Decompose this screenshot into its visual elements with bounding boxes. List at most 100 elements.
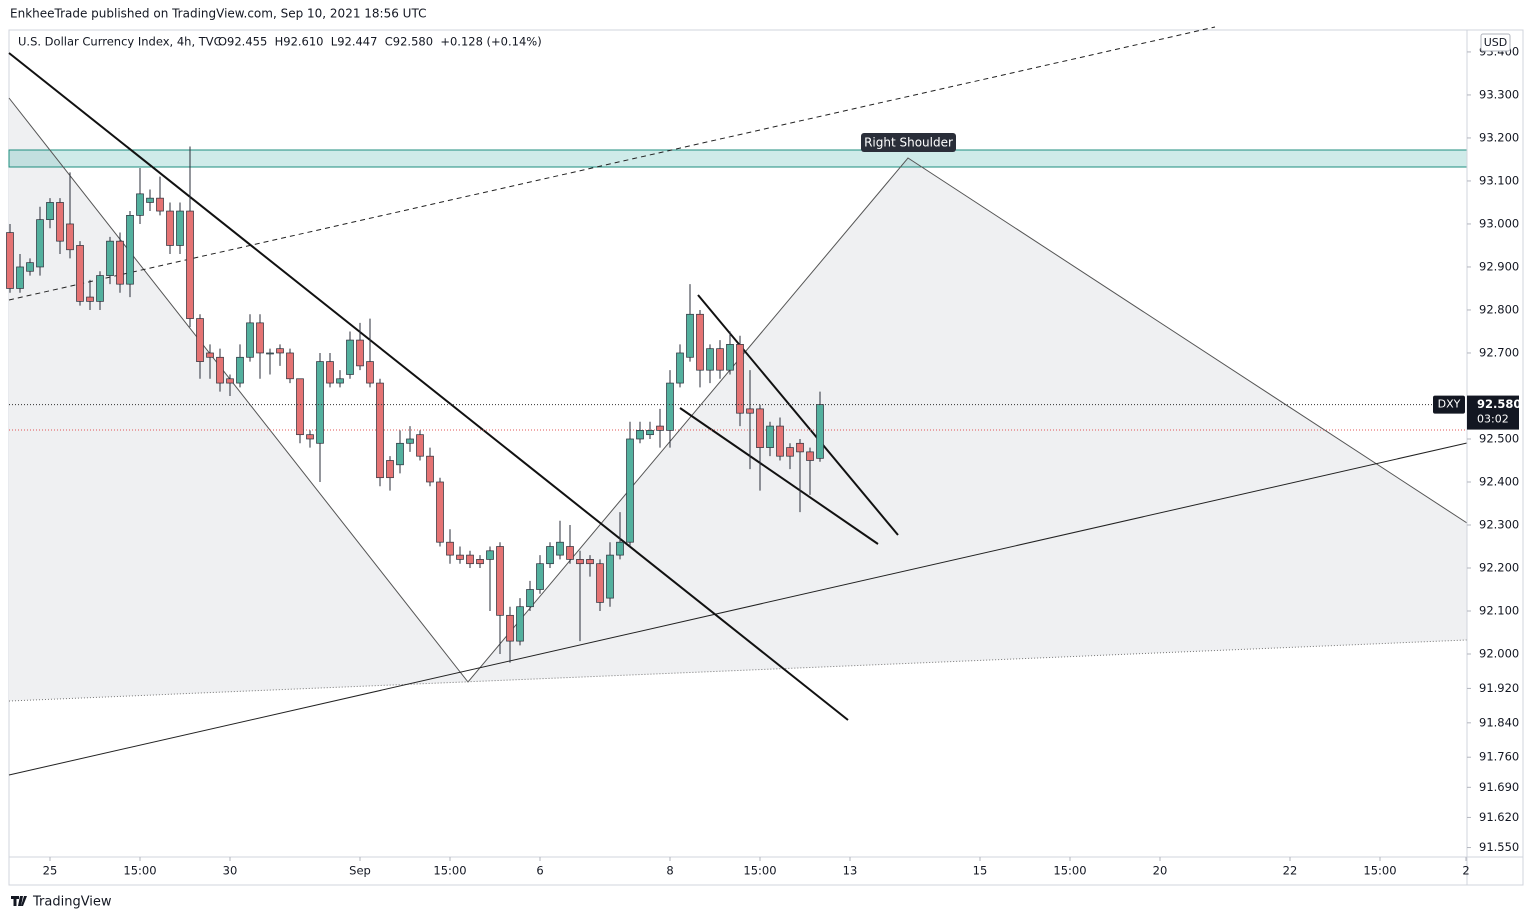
- x-tick-label: 6: [536, 864, 543, 878]
- candle-body: [456, 554, 464, 560]
- annotation-box: [861, 133, 956, 152]
- candle-body: [576, 559, 584, 565]
- candle-body: [726, 344, 734, 371]
- y-tick-label: 92.700: [1479, 345, 1519, 359]
- candle-body: [676, 352, 684, 384]
- y-tick-label: 93.000: [1479, 216, 1519, 230]
- candle-body: [666, 382, 674, 431]
- wedge-line: [697, 294, 899, 536]
- candle-body: [536, 563, 544, 590]
- candle-body: [476, 559, 484, 565]
- candle-body: [356, 339, 364, 367]
- x-tick-label: 15:00: [123, 864, 156, 878]
- candle-body: [216, 356, 224, 384]
- candle-body: [696, 313, 704, 371]
- candle-body: [66, 223, 74, 251]
- candle-body: [796, 442, 804, 453]
- resistance-zone: [8, 149, 1468, 168]
- candle-body: [156, 197, 164, 212]
- candle-body: [336, 378, 344, 384]
- candle-body: [766, 425, 774, 448]
- candle-body: [496, 546, 504, 616]
- y-tick-label: 91.620: [1479, 810, 1519, 824]
- x-tick-label: 2: [1462, 864, 1469, 878]
- candle-body: [266, 352, 274, 355]
- candle-body: [106, 240, 114, 276]
- candle-body: [686, 313, 694, 358]
- candle-body: [246, 322, 254, 358]
- plot: [6, 146, 1467, 663]
- candle-body: [596, 563, 604, 603]
- candle-body: [586, 559, 594, 565]
- candle-body: [326, 361, 334, 384]
- y-tick-label: 92.400: [1479, 474, 1519, 488]
- y-tick-label: 93.100: [1479, 173, 1519, 187]
- dashed-trendline: [8, 26, 1216, 301]
- x-tick-label: 15: [973, 864, 988, 878]
- candle-body: [306, 434, 314, 440]
- candle-body: [186, 210, 194, 319]
- shaded-area: [9, 98, 468, 701]
- candle-body: [386, 460, 394, 479]
- axes: 93.40093.30093.20093.10093.00092.90092.8…: [43, 44, 1522, 877]
- y-tick-label: 91.690: [1479, 780, 1519, 794]
- candle-body: [716, 348, 724, 371]
- candle-body: [516, 606, 524, 642]
- y-tick-label: 91.550: [1479, 840, 1519, 854]
- price-tag-label: 92.580: [1477, 397, 1521, 411]
- y-tick-label: 91.760: [1479, 750, 1519, 764]
- candle-body: [416, 434, 424, 457]
- candle-body: [806, 451, 814, 461]
- candle-body: [6, 232, 14, 289]
- candle-body: [396, 442, 404, 466]
- candle-body: [56, 202, 64, 242]
- y-tick-label: 92.500: [1479, 431, 1519, 445]
- candle-body: [376, 382, 384, 479]
- ohlc-legend: O92.455 H92.610 L92.447 C92.580 +0.128 (…: [218, 35, 542, 49]
- logo: TradingView: [11, 895, 112, 910]
- y-tick-label: 91.920: [1479, 681, 1519, 695]
- candle-body: [256, 322, 264, 354]
- candle-body: [346, 339, 354, 375]
- candle-body: [776, 425, 784, 457]
- price-tag: [1467, 395, 1519, 430]
- x-tick-label: 20: [1153, 864, 1168, 878]
- countdown: 03:02: [1477, 413, 1509, 426]
- y-tick-label: 92.200: [1479, 561, 1519, 575]
- candle-body: [276, 348, 284, 354]
- candle-body: [526, 589, 534, 608]
- currency: USD: [1484, 36, 1508, 49]
- candle-body: [366, 361, 374, 384]
- candle-body: [646, 430, 654, 436]
- symbol-tag: [1433, 395, 1465, 414]
- y-tick-label: 93.200: [1479, 130, 1519, 144]
- shaded-area: [468, 158, 1467, 682]
- x-tick-label: 15:00: [1363, 864, 1396, 878]
- candle-body: [616, 541, 624, 556]
- candle-body: [86, 296, 94, 302]
- x-tick-label: 22: [1283, 864, 1298, 878]
- candle-body: [556, 541, 564, 556]
- candle-body: [296, 378, 304, 436]
- candle-body: [286, 352, 294, 380]
- candle-body: [76, 245, 84, 302]
- candle-body: [506, 614, 514, 642]
- candle-body: [176, 210, 184, 246]
- candle-body: [96, 275, 104, 302]
- x-tick-label: 15:00: [433, 864, 466, 878]
- candle-body: [226, 378, 234, 384]
- candle-body: [816, 404, 824, 459]
- candle-body: [436, 481, 444, 543]
- y-tick-label: 91.840: [1479, 715, 1519, 729]
- y-tick-label: 93.300: [1479, 87, 1519, 101]
- x-tick-label: 15:00: [743, 864, 776, 878]
- candle-body: [426, 455, 434, 483]
- candle-body: [546, 546, 554, 565]
- candle-body: [756, 408, 764, 448]
- logo-icon: [11, 896, 27, 906]
- candle-body: [16, 266, 24, 289]
- x-tick-label: 30: [223, 864, 238, 878]
- candle-body: [146, 197, 154, 203]
- trendline: [8, 442, 1468, 776]
